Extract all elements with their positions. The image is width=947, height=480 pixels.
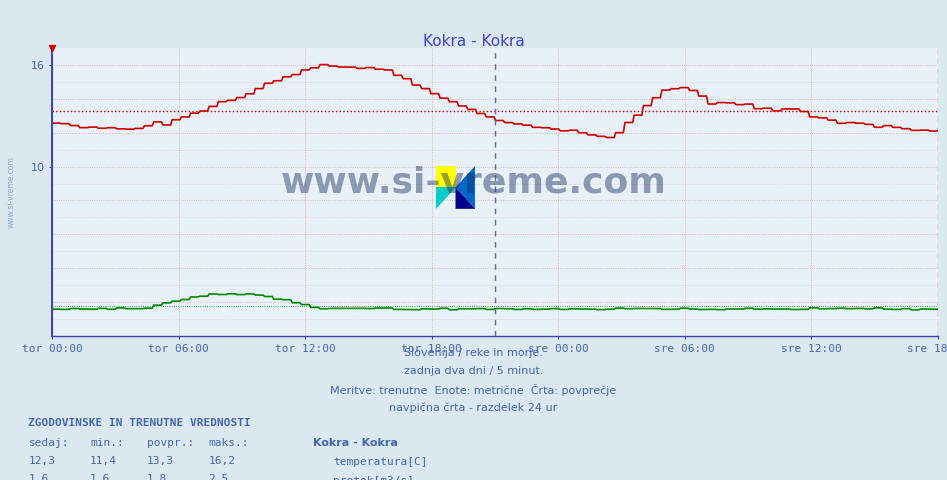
Bar (436, 166, 456, 187)
Text: Meritve: trenutne  Enote: metrične  Črta: povprečje: Meritve: trenutne Enote: metrične Črta: … (331, 384, 616, 396)
Text: 13,3: 13,3 (147, 456, 174, 466)
Text: www.si-vreme.com: www.si-vreme.com (280, 166, 667, 199)
Text: 11,4: 11,4 (90, 456, 117, 466)
Text: 1,8: 1,8 (147, 474, 167, 480)
Text: 1,6: 1,6 (28, 474, 48, 480)
Text: Kokra - Kokra: Kokra - Kokra (313, 438, 398, 448)
Text: ZGODOVINSKE IN TRENUTNE VREDNOSTI: ZGODOVINSKE IN TRENUTNE VREDNOSTI (28, 418, 251, 428)
Text: 2,5: 2,5 (208, 474, 228, 480)
Polygon shape (436, 187, 456, 209)
Text: navpična črta - razdelek 24 ur: navpična črta - razdelek 24 ur (389, 403, 558, 413)
Text: 1,6: 1,6 (90, 474, 110, 480)
Polygon shape (456, 166, 475, 209)
Text: Kokra - Kokra: Kokra - Kokra (422, 34, 525, 48)
Text: min.:: min.: (90, 438, 124, 448)
Text: maks.:: maks.: (208, 438, 249, 448)
Text: pretok[m3/s]: pretok[m3/s] (333, 476, 415, 480)
Text: 16,2: 16,2 (208, 456, 236, 466)
Text: zadnja dva dni / 5 minut.: zadnja dva dni / 5 minut. (403, 366, 544, 376)
Text: www.si-vreme.com: www.si-vreme.com (7, 156, 16, 228)
Text: sedaj:: sedaj: (28, 438, 69, 448)
Text: povpr.:: povpr.: (147, 438, 194, 448)
Text: 12,3: 12,3 (28, 456, 56, 466)
Text: Slovenija / reke in morje.: Slovenija / reke in morje. (404, 348, 543, 358)
Polygon shape (456, 187, 475, 209)
Text: temperatura[C]: temperatura[C] (333, 457, 428, 468)
